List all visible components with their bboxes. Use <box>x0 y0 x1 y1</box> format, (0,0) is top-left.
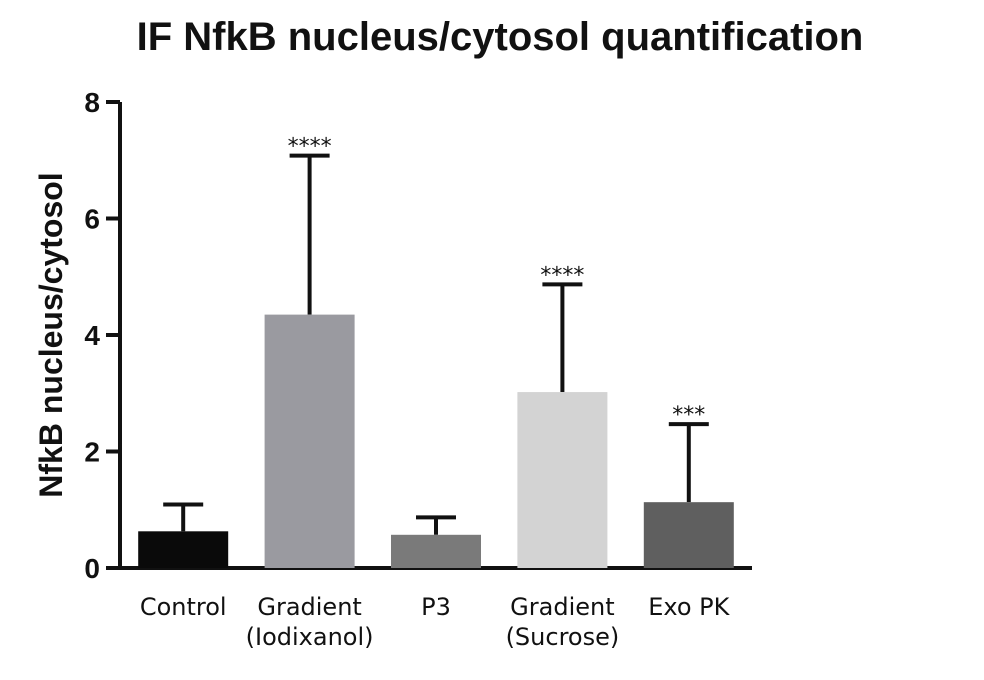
x-tick-label: (Iodixanol) <box>246 623 374 651</box>
bar <box>264 314 355 568</box>
significance-label: **** <box>288 135 332 160</box>
bar <box>643 502 734 568</box>
x-tick-label: Gradient <box>257 593 361 621</box>
bar <box>138 531 229 568</box>
y-tick-label: 0 <box>84 553 100 584</box>
y-tick-label: 8 <box>84 87 100 118</box>
y-axis-label: NfkB nucleus/cytosol <box>33 172 69 497</box>
x-tick-label: Gradient <box>510 593 614 621</box>
chart-title: IF NfkB nucleus/cytosol quantification <box>137 15 864 59</box>
significance-label: *** <box>672 403 705 428</box>
y-tick-label: 6 <box>84 204 100 235</box>
significance-label: **** <box>540 263 584 288</box>
y-tick-label: 4 <box>84 320 100 351</box>
x-tick-label: P3 <box>421 593 451 621</box>
x-tick-label: Exo PK <box>648 593 730 621</box>
x-tick-label: (Sucrose) <box>506 623 620 651</box>
bar <box>391 534 481 568</box>
y-tick-label: 2 <box>84 437 100 468</box>
bar <box>517 392 608 568</box>
x-tick-label: Control <box>140 593 227 621</box>
